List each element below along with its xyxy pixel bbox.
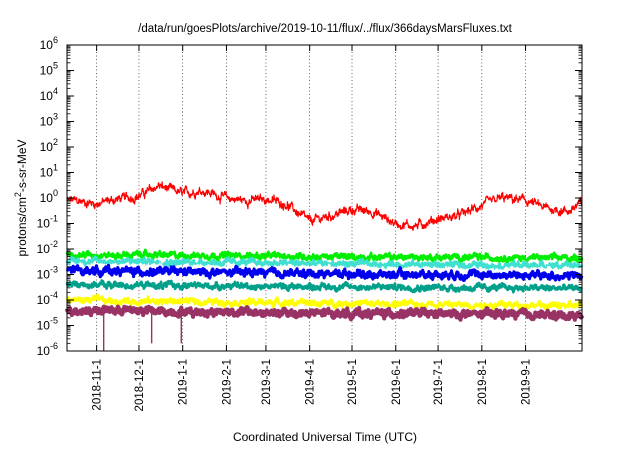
y-tick-exponent: 3: [53, 112, 58, 122]
x-tick-label: 2019-6-1: [391, 359, 403, 405]
y-tick-base: 10: [37, 268, 51, 282]
x-axis-label: Coordinated Universal Time (UTC): [233, 430, 417, 444]
series-line: [66, 181, 583, 231]
y-tick-exponent: -2: [50, 239, 58, 249]
y-tick-label: 104: [40, 86, 58, 103]
y-tick-label: 10-4: [37, 290, 58, 307]
y-tick-label: 10-2: [37, 239, 58, 256]
y-tick-label: 100: [40, 188, 58, 205]
y-tick-base: 10: [40, 191, 54, 205]
y-tick-base: 10: [37, 242, 51, 256]
y-tick-base: 10: [40, 166, 54, 180]
y-tick-exponent: -1: [50, 214, 58, 224]
y-axis-label: protons/cm2-s-sr-MeV: [13, 139, 29, 256]
y-tick-exponent: -6: [50, 341, 58, 351]
y-tick-label: 102: [40, 137, 58, 154]
y-axis-label-part: -s-sr-MeV: [15, 139, 29, 192]
chart-title: /data/run/goesPlots/archive/2019-10-11/f…: [138, 23, 513, 35]
y-tick-exponent: 2: [53, 137, 58, 147]
y-tick-exponent: -4: [50, 290, 58, 300]
series-line: [65, 255, 584, 272]
y-tick-label: 101: [40, 163, 58, 180]
y-tick-exponent: 1: [53, 163, 58, 173]
y-tick-exponent: -5: [50, 316, 58, 326]
x-tick-label: 2018-12-1: [134, 359, 146, 411]
x-tick-label: 2019-1-1: [178, 359, 190, 405]
y-tick-label: 10-3: [37, 265, 58, 282]
x-tick-label: 2019-7-1: [433, 359, 445, 405]
x-tick-label: 2019-8-1: [477, 359, 489, 405]
axes: [66, 44, 583, 352]
series-line: [64, 304, 585, 322]
y-tick-exponent: 6: [53, 35, 58, 45]
x-tick-labels: 2018-11-1 2018-12-1 2019-1-1 2019-2-1 2019-3…: [92, 359, 533, 411]
y-tick-label: 106: [40, 35, 58, 52]
y-tick-labels: 10-610-510-410-310-210-11001011021031041…: [37, 35, 58, 358]
y-axis-label-part: protons/cm: [15, 197, 29, 256]
x-tick-label: 2019-5-1: [347, 359, 359, 405]
series-line: [65, 293, 584, 312]
y-tick-base: 10: [37, 344, 51, 358]
y-tick-base: 10: [40, 89, 54, 103]
x-tick-label: 2019-4-1: [305, 359, 317, 405]
y-tick-base: 10: [37, 293, 51, 307]
series-line: [65, 263, 584, 282]
y-tick-exponent: -3: [50, 265, 58, 275]
y-tick-base: 10: [40, 115, 54, 129]
y-tick-exponent: 4: [53, 86, 58, 96]
x-tick-label: 2019-3-1: [261, 359, 273, 405]
y-tick-label: 10-6: [37, 341, 58, 358]
y-tick-label: 10-1: [37, 214, 58, 231]
x-tick-label: 2018-11-1: [92, 359, 104, 411]
y-tick-base: 10: [40, 64, 54, 78]
x-tick-label: 2019-9-1: [521, 359, 533, 405]
y-tick-label: 10-5: [37, 316, 58, 333]
y-tick-exponent: 0: [53, 188, 58, 198]
series-line: [65, 279, 584, 294]
y-tick-label: 105: [40, 61, 58, 78]
y-tick-base: 10: [40, 140, 54, 154]
y-tick-base: 10: [37, 217, 51, 231]
x-tick-label: 2019-2-1: [221, 359, 233, 405]
y-tick-label: 103: [40, 112, 58, 129]
y-tick-exponent: 5: [53, 61, 58, 71]
series-lines: [64, 181, 585, 351]
y-axis-label-superscript: 2: [13, 192, 23, 197]
y-tick-base: 10: [37, 319, 51, 333]
y-tick-base: 10: [40, 38, 54, 52]
